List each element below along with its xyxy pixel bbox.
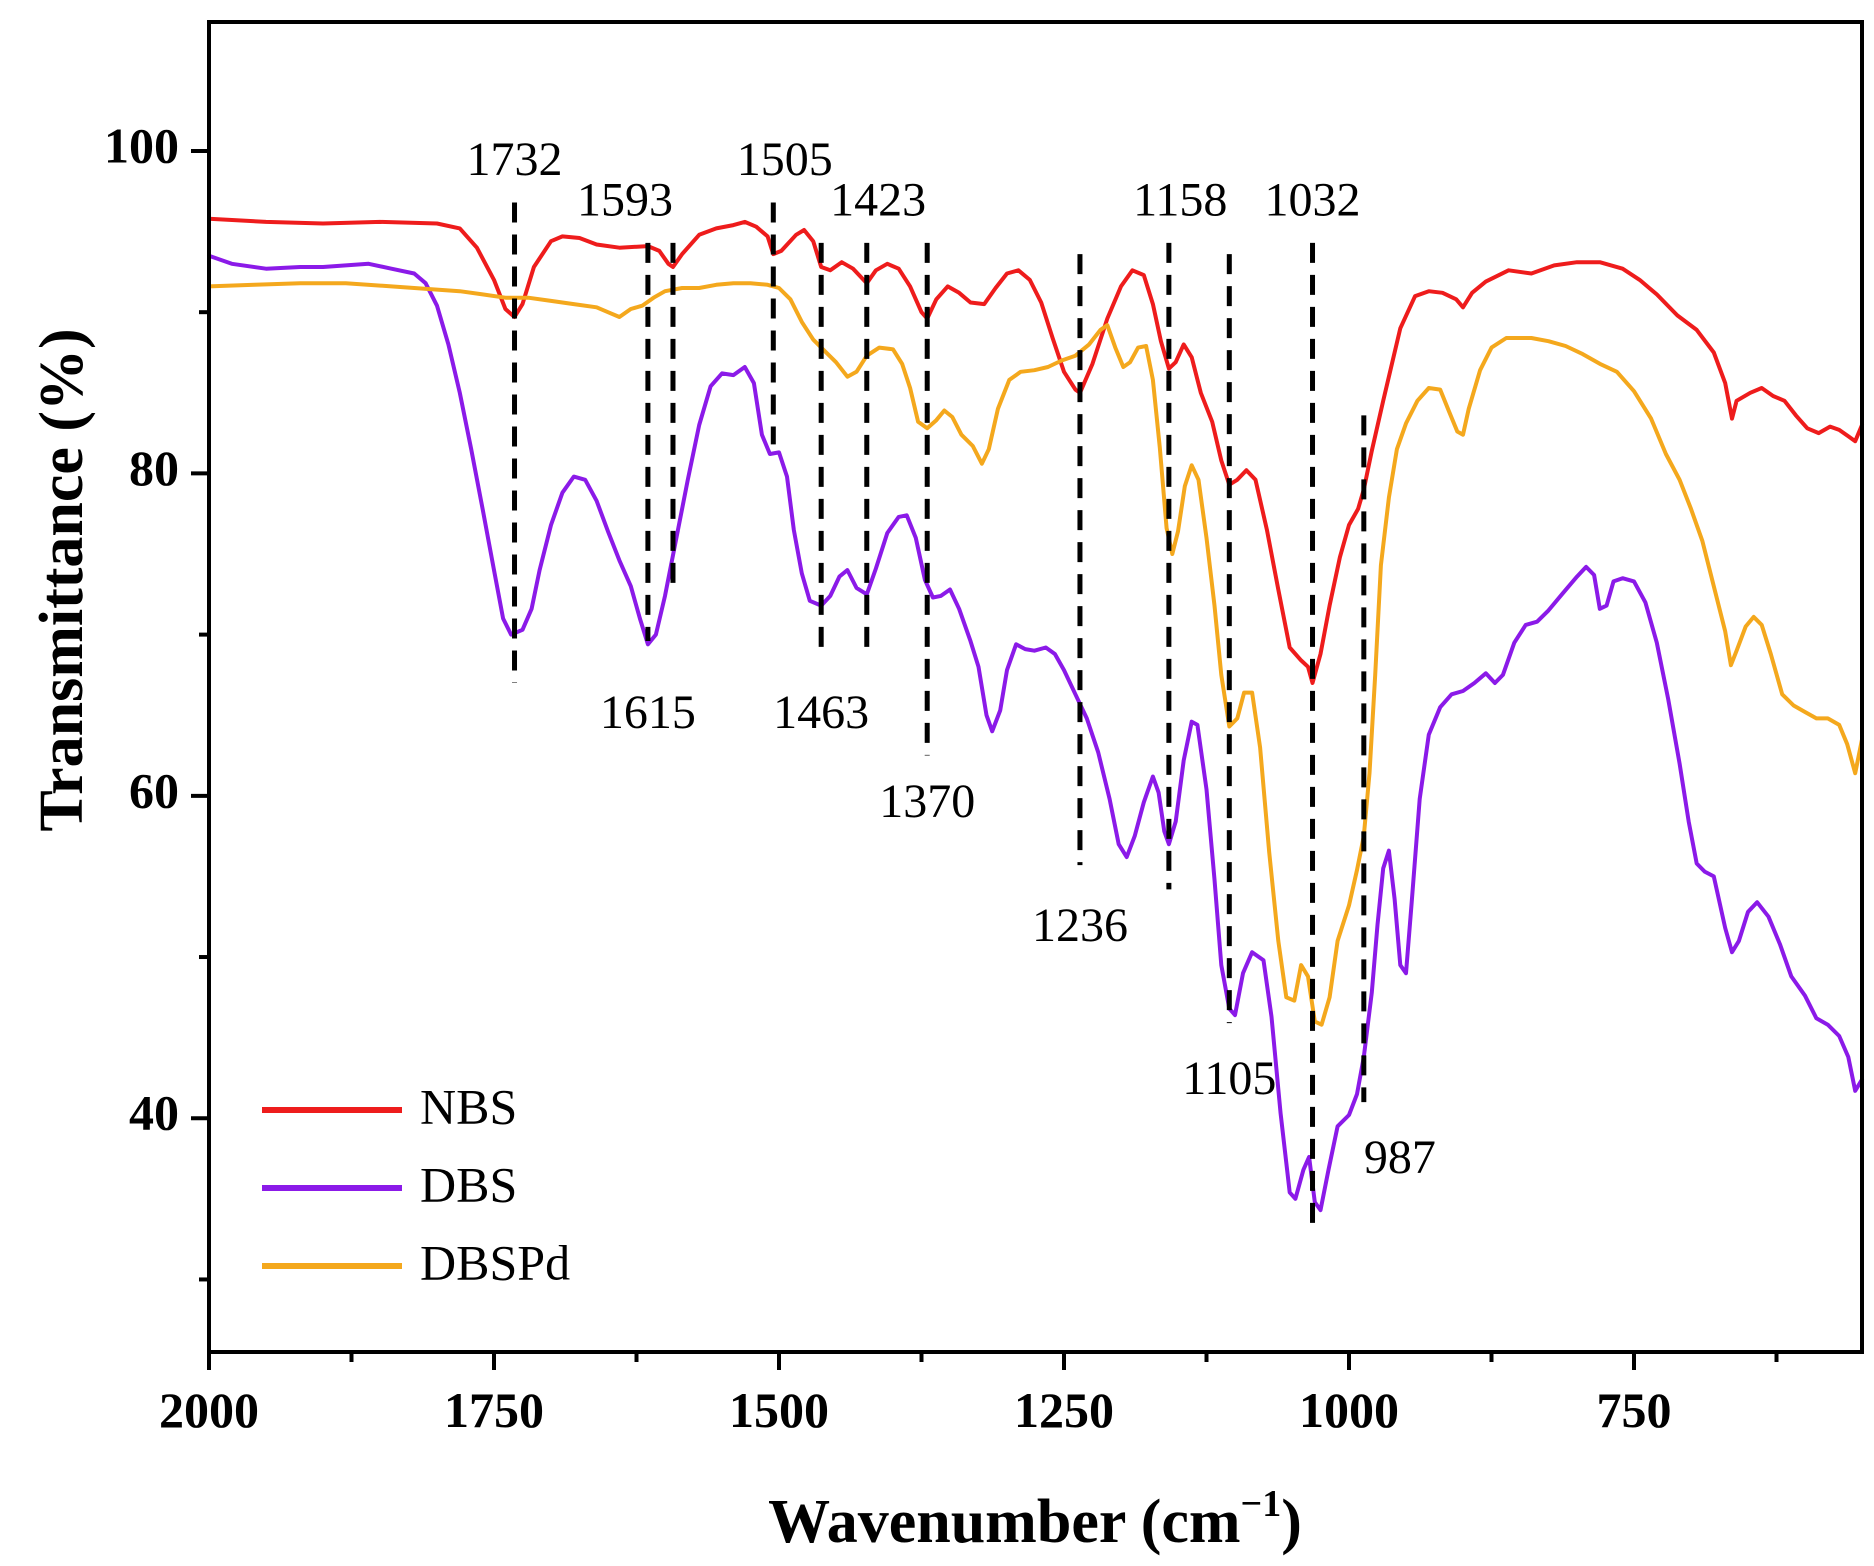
legend: NBS DBS DBSPd (262, 1078, 570, 1290)
peak-label-1158: 1158 (1133, 173, 1227, 226)
x-axis-title: Wavenumber (cm−1) (768, 1483, 1302, 1556)
x-tick-label-1000: 1000 (1299, 1382, 1399, 1438)
series-line-dbspd (207, 281, 1864, 1027)
legend-label-dbs: DBS (420, 1156, 517, 1212)
peak-label-1032: 1032 (1265, 173, 1361, 226)
y-tick-label-80: 80 (129, 440, 179, 496)
peak-label-1236: 1236 (1032, 899, 1128, 952)
x-tick-label-1750: 1750 (444, 1382, 544, 1438)
peak-label-1593: 1593 (577, 173, 673, 226)
series-line-nbs (207, 216, 1864, 685)
x-axis-title-main: Wavenumber (cm (768, 1488, 1240, 1556)
y-axis-title: Transmittance (%) (28, 328, 96, 831)
x-axis-title-close: ) (1281, 1488, 1302, 1556)
x-tick-label-1500: 1500 (729, 1382, 829, 1438)
peak-label-1463: 1463 (773, 686, 869, 739)
peak-label-1505: 1505 (737, 133, 833, 186)
peak-label-1370: 1370 (879, 775, 975, 828)
legend-label-nbs: NBS (420, 1078, 517, 1134)
x-tick-label-2000: 2000 (159, 1382, 259, 1438)
peak-label-1423: 1423 (830, 173, 926, 226)
x-axis-title-superscript: −1 (1241, 1483, 1282, 1525)
x-tick-label-1250: 1250 (1014, 1382, 1114, 1438)
plot-frame (207, 20, 1864, 1354)
peak-label-1105: 1105 (1182, 1052, 1276, 1105)
axes: 2000 1750 1500 1250 1000 750 40 60 80 100 (104, 117, 1779, 1438)
series-layer (207, 216, 1864, 1213)
y-tick-label-60: 60 (129, 762, 179, 818)
x-tick-label-750: 750 (1597, 1382, 1672, 1438)
series-line-dbs (207, 253, 1864, 1213)
peak-label-1732: 1732 (467, 133, 563, 186)
y-tick-label-40: 40 (129, 1085, 179, 1141)
peak-label-987: 987 (1364, 1131, 1436, 1184)
peak-label-1615: 1615 (600, 686, 696, 739)
legend-label-dbspd: DBSPd (420, 1234, 570, 1290)
y-tick-label-100: 100 (104, 117, 179, 173)
